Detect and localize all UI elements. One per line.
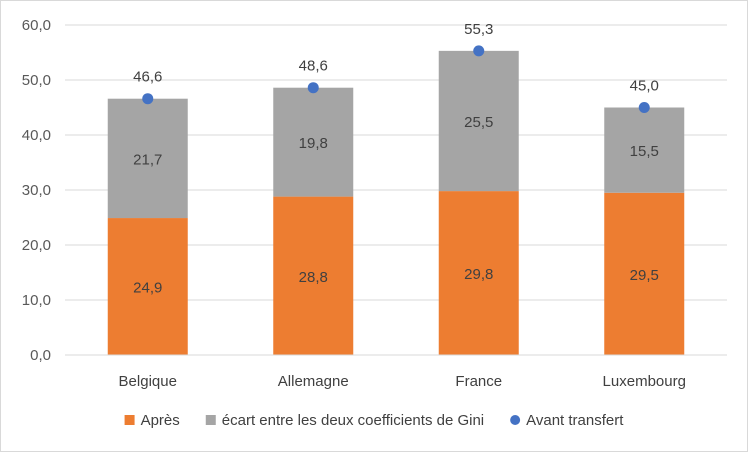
legend-marker-square	[124, 415, 135, 425]
bar-data-label: 15,5	[630, 143, 659, 160]
bar-data-label: 29,5	[630, 267, 659, 284]
legend-label: écart entre les deux coefficients de Gin…	[222, 412, 484, 429]
y-tick-label: 0,0	[30, 347, 51, 364]
point-data-label: 45,0	[630, 78, 659, 95]
avant-transfert-point	[473, 45, 485, 57]
legend-label: Après	[141, 412, 180, 429]
bar-data-label: 25,5	[464, 114, 493, 131]
y-tick-label: 60,0	[22, 17, 51, 34]
legend: Après écart entre les deux coefficients d…	[124, 412, 624, 429]
bar-segment	[604, 107, 685, 193]
bar-segment	[273, 87, 354, 197]
y-tick-label: 40,0	[22, 127, 51, 144]
bar-segment	[107, 218, 188, 355]
avant-transfert-point	[638, 102, 650, 113]
x-category-label: Luxembourg	[603, 373, 686, 390]
point-data-label: 55,3	[464, 21, 493, 38]
bar-segment	[107, 98, 188, 219]
y-tick-label: 30,0	[22, 182, 51, 199]
y-axis: 0,0 10,0 20,0 30,0 40,0 50,0 60,0	[22, 17, 51, 364]
bar-segment	[273, 196, 354, 355]
bar-segment	[604, 192, 685, 355]
bar-data-label: 19,8	[299, 135, 328, 152]
bar-segment	[438, 50, 519, 192]
point-data-label: 48,6	[299, 58, 328, 75]
avant-transfert-point	[142, 93, 154, 105]
x-axis: Belgique Allemagne France Luxembourg	[65, 354, 727, 390]
bar-data-label: 29,8	[464, 266, 493, 283]
y-tick-label: 50,0	[22, 72, 51, 89]
y-tick-label: 20,0	[22, 237, 51, 254]
bar-segment	[438, 191, 519, 355]
x-category-label: France	[455, 373, 502, 390]
x-category-label: Belgique	[119, 373, 177, 390]
bar-data-label: 28,8	[299, 269, 328, 286]
x-category-label: Allemagne	[278, 373, 349, 390]
legend-marker-square	[205, 415, 216, 425]
legend-label: Avant transfert	[526, 412, 624, 429]
y-tick-label: 10,0	[22, 292, 51, 309]
legend-marker-point	[510, 415, 521, 425]
bar-data-label: 21,7	[133, 151, 162, 168]
points: 46,6 48,6 55,3 45,0	[133, 21, 659, 113]
avant-transfert-point	[307, 82, 319, 94]
point-data-label: 46,6	[133, 69, 162, 86]
bar-data-label: 24,9	[133, 280, 162, 297]
bars: 24,9 21,7 28,8 19,8 29,8 25,5 29,5 15,5	[107, 50, 685, 355]
